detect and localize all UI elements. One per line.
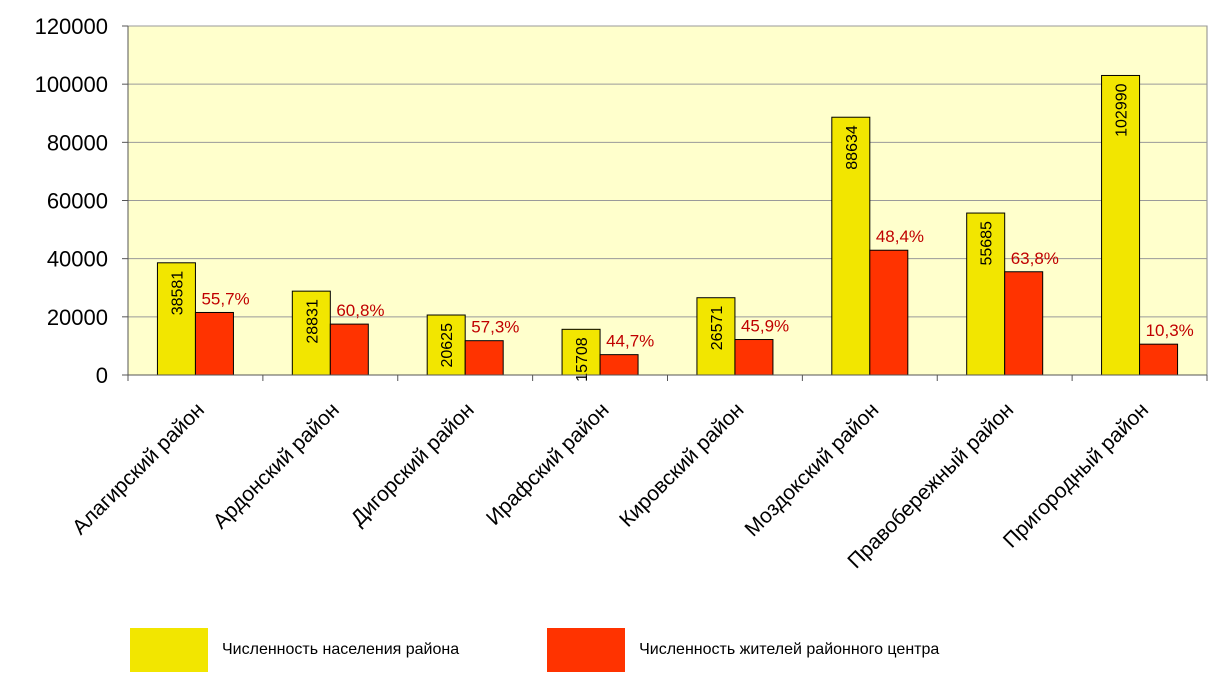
bar-percent-label: 57,3% xyxy=(471,318,519,337)
bar-percent-label: 44,7% xyxy=(606,332,654,351)
bar-center xyxy=(1139,343,1179,376)
x-category-label: Дигорский район xyxy=(347,398,479,530)
legend-swatch-yellow xyxy=(130,628,208,672)
bar-population xyxy=(966,212,1006,376)
legend-label-population: Численность населения района xyxy=(222,641,460,658)
bar-population xyxy=(831,116,871,376)
bar-value-label: 88634 xyxy=(844,125,861,170)
bar-center xyxy=(869,249,909,376)
bar-value-label: 26571 xyxy=(709,306,726,351)
y-axis-ticks: 0 20000 40000 60000 80000 100000 120000 xyxy=(35,14,128,388)
y-tick-label: 100000 xyxy=(35,72,108,97)
x-category-label: Моздокский район xyxy=(740,398,883,541)
x-axis-labels: Алагирский район Ардонский район Дигорский… xyxy=(68,375,1208,573)
bar-value-label: 15708 xyxy=(574,337,591,382)
bar-center xyxy=(734,339,774,376)
y-tick-label: 20000 xyxy=(47,305,108,330)
bar-center xyxy=(329,323,369,376)
x-category-label: Ардонский район xyxy=(209,398,344,533)
bar-center xyxy=(464,340,504,376)
y-tick-label: 120000 xyxy=(35,14,108,39)
y-tick-label: 0 xyxy=(96,363,108,388)
y-tick-label: 60000 xyxy=(47,189,108,214)
bar-population xyxy=(696,297,736,376)
bars xyxy=(156,74,1179,376)
bar-chart: 0 20000 40000 60000 80000 100000 120000 38581 5… xyxy=(35,14,1208,573)
data-labels: 38581 55,7% 28831 60,8% 20625 57,3% 15708 44,7%… xyxy=(169,83,1193,381)
y-tick-label: 80000 xyxy=(47,130,108,155)
legend-swatch-red xyxy=(547,628,626,672)
bar-value-label: 28831 xyxy=(304,299,321,344)
bar-population xyxy=(561,328,601,376)
bar-percent-label: 45,9% xyxy=(741,317,789,336)
bar-value-label: 55685 xyxy=(979,221,996,266)
bar-center xyxy=(599,354,639,376)
bar-value-label: 102990 xyxy=(1114,83,1131,136)
bar-percent-label: 48,4% xyxy=(876,227,924,246)
bar-value-label: 20625 xyxy=(439,323,456,368)
bar-percent-label: 60,8% xyxy=(336,301,384,320)
legend-item-population: Численность населения района xyxy=(130,628,459,672)
bar-percent-label: 55,7% xyxy=(201,289,249,308)
bar-value-label: 38581 xyxy=(169,271,186,316)
legend-item-center: Численность жителей районного центра xyxy=(547,628,939,672)
bar-percent-label: 63,8% xyxy=(1011,249,1059,268)
y-tick-label: 40000 xyxy=(47,247,108,272)
x-category-label: Ирафский район xyxy=(482,398,614,530)
legend-label-center: Численность жителей районного центра xyxy=(639,641,940,658)
legend: Численность населения района Численность… xyxy=(130,628,1027,672)
bar-population xyxy=(1101,74,1141,376)
bar-percent-label: 10,3% xyxy=(1146,321,1194,340)
bar-center xyxy=(1004,271,1044,376)
x-category-label: Пригородный район xyxy=(999,398,1153,552)
x-category-label: Алагирский район xyxy=(68,398,209,539)
bar-center xyxy=(194,311,234,376)
x-category-label: Кировский район xyxy=(615,398,748,531)
